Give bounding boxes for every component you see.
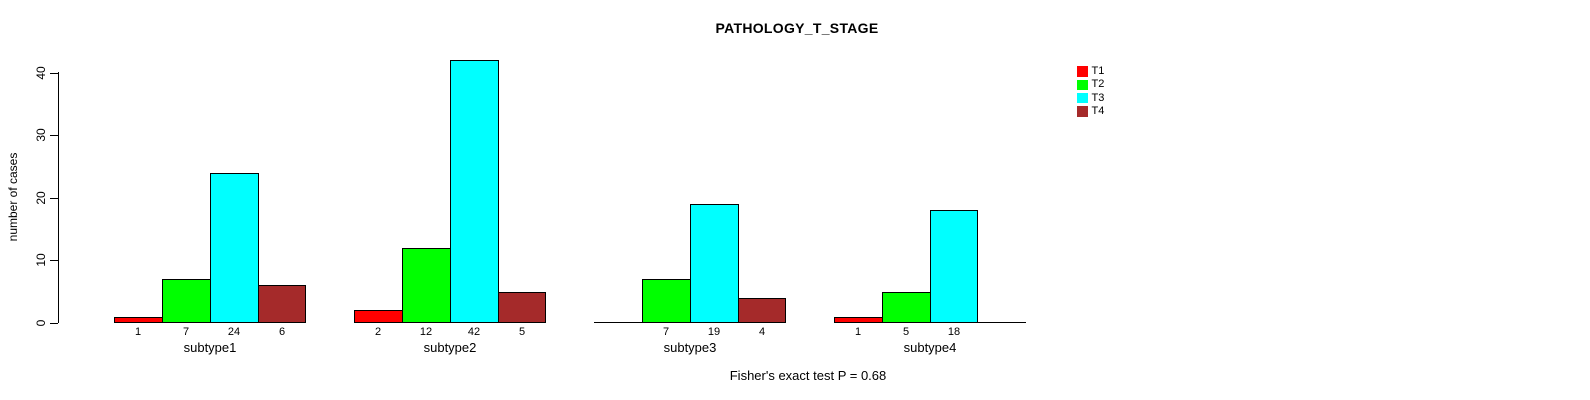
bar-value-label: 4 xyxy=(758,326,766,338)
y-axis-line xyxy=(58,72,59,323)
legend-item-label: T1 xyxy=(1091,65,1105,78)
bar-value-label: 1 xyxy=(134,326,142,338)
legend-item-label: T4 xyxy=(1091,105,1105,118)
bar-value-label: 2 xyxy=(374,326,382,338)
bar-subtype1-T4 xyxy=(258,285,306,323)
y-axis-tick xyxy=(50,323,58,324)
bar-value-label: 24 xyxy=(227,326,241,338)
bar-value-label: 1 xyxy=(854,326,862,338)
bar-subtype1-T2 xyxy=(162,279,211,323)
bar-value-label: 5 xyxy=(902,326,910,338)
bar-subtype2-T3 xyxy=(450,60,499,323)
y-axis-tick-label: 40 xyxy=(34,66,48,80)
y-axis-tick-label: 10 xyxy=(34,253,48,267)
y-axis-tick xyxy=(50,198,58,199)
legend-item: T4 xyxy=(1077,105,1104,118)
legend-item: T1 xyxy=(1077,65,1104,78)
x-axis-category-label: subtype4 xyxy=(903,340,957,355)
legend-color-swatch-T2 xyxy=(1077,79,1088,91)
y-axis-tick xyxy=(50,73,58,74)
bar-subtype1-T1 xyxy=(114,317,163,323)
bar-value-label: 42 xyxy=(467,326,481,338)
bar-value-label: 6 xyxy=(278,326,286,338)
bar-value-label: 7 xyxy=(182,326,190,338)
bar-value-label: 19 xyxy=(707,326,721,338)
bar-subtype4-T1 xyxy=(834,317,883,323)
y-axis-tick-label: 30 xyxy=(34,128,48,142)
fisher-test-annotation: Fisher's exact test P = 0.68 xyxy=(729,368,887,383)
y-axis-tick-label: 0 xyxy=(34,319,48,327)
x-axis-category-label: subtype2 xyxy=(423,340,477,355)
legend-item-label: T2 xyxy=(1091,78,1105,91)
bar-subtype3-T3 xyxy=(690,204,739,323)
bar-subtype4-T3 xyxy=(930,210,978,323)
chart-title: PATHOLOGY_T_STAGE xyxy=(715,20,879,36)
bar-subtype2-T2 xyxy=(402,248,451,323)
x-axis-category-label: subtype3 xyxy=(663,340,717,355)
x-axis-category-label: subtype1 xyxy=(183,340,237,355)
bar-subtype4-T2 xyxy=(882,292,931,323)
bar-value-label: 18 xyxy=(947,326,961,338)
y-axis-tick xyxy=(50,260,58,261)
bar-subtype3-T2 xyxy=(642,279,691,323)
legend-color-swatch-T4 xyxy=(1077,106,1088,117)
bar-value-label: 12 xyxy=(419,326,433,338)
bar-subtype3-T4 xyxy=(738,298,786,323)
bar-subtype1-T3 xyxy=(210,173,259,323)
y-axis-tick-label: 20 xyxy=(34,191,48,205)
legend-item: T2 xyxy=(1077,78,1104,91)
legend-item: T3 xyxy=(1077,92,1104,105)
bar-value-label: 5 xyxy=(518,326,526,338)
bar-subtype2-T4 xyxy=(498,292,546,323)
legend-color-swatch-T3 xyxy=(1077,92,1088,104)
bar-value-label: 7 xyxy=(662,326,670,338)
y-axis-tick xyxy=(50,135,58,136)
bar-subtype2-T1 xyxy=(354,310,403,323)
y-axis-label: number of cases xyxy=(6,152,20,242)
legend-color-swatch-T1 xyxy=(1077,66,1088,77)
legend: T1 T2 T3 T4 xyxy=(1077,65,1104,118)
legend-item-label: T3 xyxy=(1091,91,1105,104)
